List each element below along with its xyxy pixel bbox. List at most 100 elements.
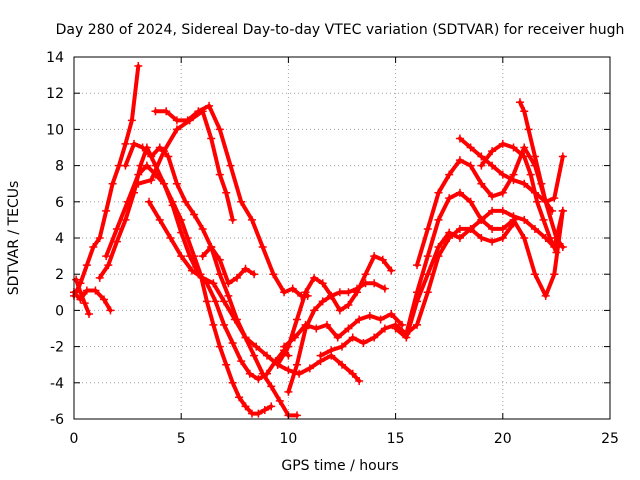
data-point xyxy=(275,396,284,405)
data-point xyxy=(466,161,475,170)
data-point xyxy=(207,243,216,252)
data-point xyxy=(558,206,567,215)
data-point xyxy=(172,179,181,188)
data-point xyxy=(252,342,261,351)
data-point xyxy=(455,188,464,197)
data-point xyxy=(290,333,299,342)
data-point xyxy=(423,252,432,261)
y-tick-label: -2 xyxy=(50,340,64,356)
data-point xyxy=(520,152,529,161)
data-point xyxy=(338,342,346,351)
data-point xyxy=(222,360,231,369)
data-point xyxy=(284,366,293,375)
data-point xyxy=(134,62,143,71)
data-point xyxy=(423,270,432,279)
data-point xyxy=(215,255,224,264)
data-point xyxy=(224,279,233,288)
data-point xyxy=(378,255,387,264)
data-point xyxy=(477,152,486,161)
data-point xyxy=(145,197,154,206)
series-line-track-1 xyxy=(72,288,113,313)
data-point xyxy=(526,170,535,179)
x-tick-label: 25 xyxy=(601,431,619,447)
series-line-track-7 xyxy=(136,109,235,222)
data-point xyxy=(520,215,529,224)
data-point xyxy=(250,270,259,279)
data-point xyxy=(267,382,276,391)
data-point xyxy=(338,360,346,369)
data-point xyxy=(262,351,271,360)
data-point xyxy=(134,179,143,188)
data-point xyxy=(211,297,220,306)
series-line-track-8 xyxy=(153,103,310,298)
y-tick-label: 2 xyxy=(55,267,64,283)
data-point xyxy=(89,243,98,252)
data-point xyxy=(185,252,194,261)
data-point xyxy=(273,360,282,369)
data-point xyxy=(202,297,211,306)
data-point xyxy=(147,176,156,185)
data-point xyxy=(380,324,389,333)
data-point xyxy=(166,234,175,242)
data-point xyxy=(466,197,475,206)
data-point xyxy=(466,224,475,233)
data-point xyxy=(190,210,199,219)
data-point xyxy=(488,161,497,170)
data-point xyxy=(205,101,214,110)
data-point xyxy=(509,143,518,152)
data-point xyxy=(151,107,160,116)
data-point xyxy=(533,197,542,206)
data-point xyxy=(539,215,548,224)
x-axis-label: GPS time / hours xyxy=(281,458,398,474)
data-point xyxy=(413,288,422,297)
data-point xyxy=(106,306,115,315)
y-tick-label: 8 xyxy=(55,159,64,175)
data-point xyxy=(222,188,231,197)
data-point xyxy=(541,291,550,300)
data-point xyxy=(316,351,325,360)
data-point xyxy=(102,252,111,261)
data-point xyxy=(123,197,132,206)
data-point xyxy=(344,300,353,309)
data-point xyxy=(370,279,379,288)
data-point xyxy=(305,364,314,373)
data-point xyxy=(537,179,546,188)
data-point xyxy=(95,273,104,282)
data-point xyxy=(488,147,497,156)
data-point xyxy=(550,194,559,203)
data-point xyxy=(445,228,454,237)
data-point xyxy=(172,116,181,125)
data-point xyxy=(301,288,310,297)
data-point xyxy=(335,306,344,315)
data-point xyxy=(228,378,237,387)
data-point xyxy=(224,291,233,300)
data-point xyxy=(100,295,109,304)
data-point xyxy=(524,125,533,134)
data-point xyxy=(220,320,229,329)
data-point xyxy=(312,324,321,333)
data-point xyxy=(237,357,246,366)
data-point xyxy=(284,351,293,360)
data-point xyxy=(138,143,147,152)
data-point xyxy=(72,275,81,284)
data-point xyxy=(488,192,497,201)
data-point xyxy=(215,170,224,179)
data-point xyxy=(160,179,169,188)
data-point xyxy=(466,143,475,152)
data-point xyxy=(445,170,454,179)
data-point xyxy=(187,266,196,275)
data-point xyxy=(365,311,374,320)
data-point xyxy=(370,252,379,261)
data-point xyxy=(226,161,235,170)
x-tick-label: 15 xyxy=(387,431,405,447)
data-point xyxy=(423,224,432,233)
data-point xyxy=(80,299,89,308)
data-point xyxy=(376,315,385,324)
data-point xyxy=(220,297,229,306)
series-line-track-11 xyxy=(275,254,394,367)
data-point xyxy=(380,284,389,293)
data-point xyxy=(355,376,364,385)
data-point xyxy=(327,346,336,355)
data-point xyxy=(552,248,561,257)
